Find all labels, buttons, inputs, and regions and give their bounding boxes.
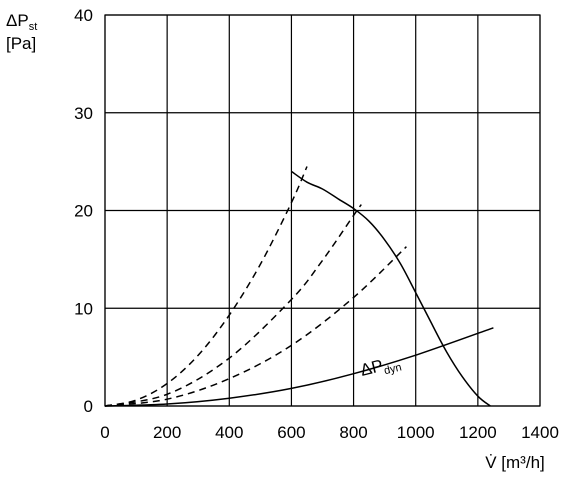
series-fan-curve xyxy=(290,170,491,407)
x-tick-label: 200 xyxy=(153,423,181,442)
y-axis-label: ΔPst xyxy=(6,11,37,33)
y-tick-label: 20 xyxy=(74,202,93,221)
y-axis-unit: [Pa] xyxy=(6,34,36,53)
series-system-curve-2 xyxy=(104,204,362,407)
tick-labels: 0 200 400 600 800 1000 1200 1400 0 10 20 30 40 xyxy=(74,6,559,442)
x-tick-label: 600 xyxy=(277,423,305,442)
y-tick-label: 30 xyxy=(74,104,93,123)
x-tick-label: 0 xyxy=(100,423,109,442)
x-axis-label: V̇ [m³/h] xyxy=(485,453,545,472)
dyn-pressure-label: ΔPdyn xyxy=(358,352,403,383)
x-tick-label: 1400 xyxy=(521,423,559,442)
y-axis-symbol: ΔP xyxy=(6,11,29,30)
series-system-curve-1 xyxy=(104,166,308,407)
x-tick-label: 1200 xyxy=(459,423,497,442)
grid xyxy=(104,14,541,407)
y-tick-label: 40 xyxy=(74,6,93,25)
dyn-label-subscript: dyn xyxy=(383,361,403,377)
y-axis-subscript: st xyxy=(29,21,38,33)
dyn-label-symbol: ΔP xyxy=(358,356,385,380)
x-tick-label: 1000 xyxy=(397,423,435,442)
curves xyxy=(104,166,494,407)
y-tick-label: 0 xyxy=(84,397,93,416)
y-tick-label: 10 xyxy=(74,299,93,318)
series-system-curve-3 xyxy=(104,246,407,407)
x-tick-label: 800 xyxy=(339,423,367,442)
series--pdyn xyxy=(104,327,494,407)
x-tick-label: 400 xyxy=(215,423,243,442)
